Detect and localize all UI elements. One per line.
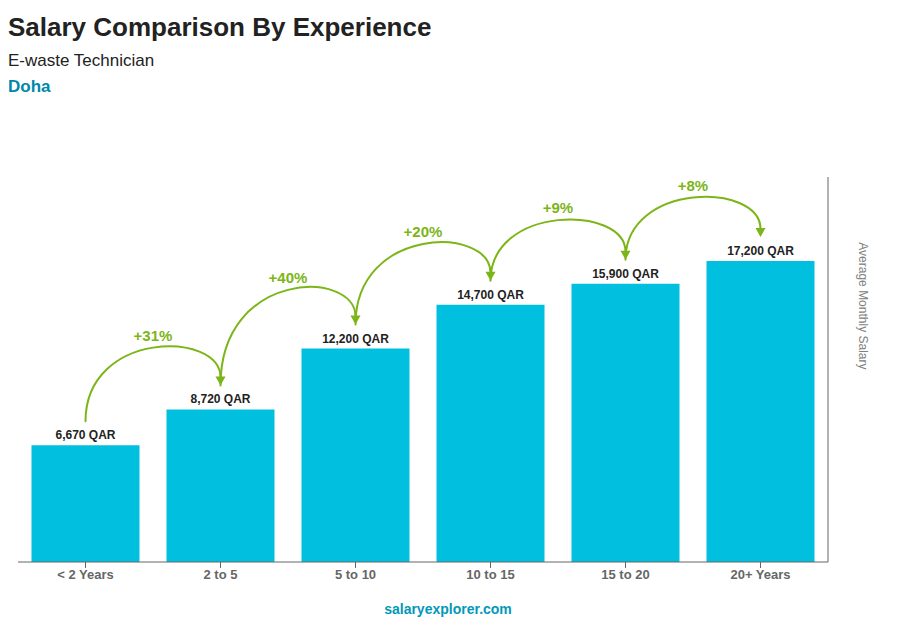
svg-text:+8%: +8% [678, 177, 708, 194]
svg-text:< 2 Years: < 2 Years [57, 567, 114, 582]
svg-text:Average Monthly Salary: Average Monthly Salary [856, 242, 870, 369]
svg-text:6,670 QAR: 6,670 QAR [55, 428, 115, 442]
svg-text:10 to 15: 10 to 15 [466, 567, 514, 582]
html-text:salaryexplorer.com: salaryexplorer.com [384, 601, 512, 617]
svg-text:17,200 QAR: 17,200 QAR [727, 244, 794, 258]
svg-text:14,700 QAR: 14,700 QAR [457, 288, 524, 302]
svg-text:15,900 QAR: 15,900 QAR [592, 267, 659, 281]
svg-text:15 to 20: 15 to 20 [601, 567, 649, 582]
svg-text:+31%: +31% [134, 327, 173, 344]
svg-text:12,200 QAR: 12,200 QAR [322, 332, 389, 346]
svg-text:2 to 5: 2 to 5 [204, 567, 238, 582]
svg-text:5 to 10: 5 to 10 [335, 567, 376, 582]
html-text:Salary Comparison By Experienc: Salary Comparison By Experience [8, 12, 432, 42]
svg-text:8,720 QAR: 8,720 QAR [190, 392, 250, 406]
svg-text:+40%: +40% [269, 269, 308, 286]
svg-text:+9%: +9% [543, 199, 573, 216]
html-text:Doha: Doha [8, 77, 51, 96]
svg-text:20+ Years: 20+ Years [730, 567, 790, 582]
html-text:E-waste Technician: E-waste Technician [8, 51, 155, 70]
svg-text:+20%: +20% [404, 223, 443, 240]
